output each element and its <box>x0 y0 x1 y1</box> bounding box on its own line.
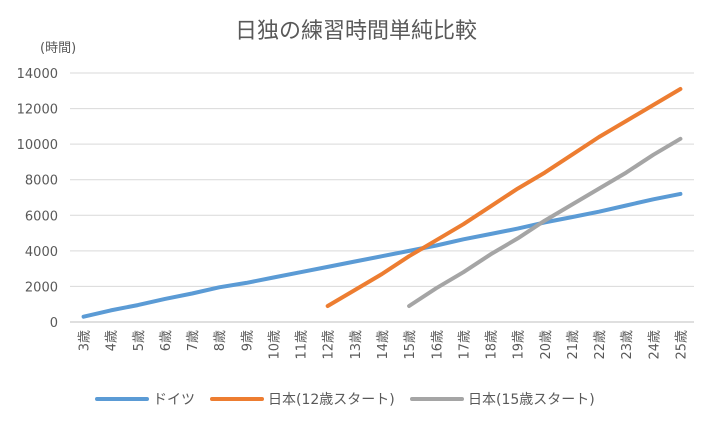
x-tick-label: 22歳 <box>593 330 608 360</box>
chart-title: 日独の練習時間単純比較 <box>235 19 477 44</box>
y-tick-label: 4000 <box>25 245 58 260</box>
x-tick-label: 13歳 <box>349 330 364 360</box>
x-tick-label: 11歳 <box>295 330 310 360</box>
x-tick-label: 19歳 <box>512 330 527 360</box>
x-tick-label: 5歳 <box>132 330 147 351</box>
y-tick-label: 14000 <box>17 67 58 82</box>
x-axis-ticks: 3歳 4歳 5歳 6歳 7歳 8歳 9歳 10歳 11歳 12歳 13歳 14歳 15歳 16歳 17歳 18… <box>78 330 690 360</box>
x-tick-label: 23歳 <box>620 330 635 360</box>
y-tick-label: 0 <box>50 316 58 331</box>
x-tick-label: 24歳 <box>647 330 662 360</box>
series-lines <box>81 87 683 319</box>
y-tick-label: 2000 <box>25 280 58 295</box>
series-line-2 <box>407 136 683 308</box>
x-tick-label: 3歳 <box>78 330 93 351</box>
legend-label-1: 日本(12歳スタート) <box>268 392 395 408</box>
y-tick-label: 8000 <box>25 174 58 189</box>
legend-label-2: 日本(15歳スタート) <box>468 392 595 408</box>
legend: ドイツ 日本(12歳スタート) 日本(15歳スタート) <box>95 392 595 408</box>
x-tick-label: 25歳 <box>674 330 689 360</box>
y-tick-label: 6000 <box>25 209 58 224</box>
y-axis-ticks: 0 2000 4000 6000 8000 10000 12000 14000 <box>17 67 58 331</box>
y-axis-unit-label: (時間) <box>40 41 76 56</box>
series-line-0 <box>81 191 683 319</box>
y-tick-label: 10000 <box>17 138 58 153</box>
x-tick-label: 14歳 <box>376 330 391 360</box>
x-tick-label: 18歳 <box>485 330 500 360</box>
x-tick-label: 6歳 <box>159 330 174 351</box>
x-tick-label: 16歳 <box>430 330 445 360</box>
legend-label-0: ドイツ <box>153 392 195 408</box>
y-tick-label: 12000 <box>17 103 58 118</box>
x-tick-label: 4歳 <box>105 330 120 351</box>
x-tick-label: 12歳 <box>322 330 337 360</box>
x-tick-label: 17歳 <box>457 330 472 360</box>
x-tick-label: 8歳 <box>213 330 228 351</box>
gridlines <box>70 72 694 323</box>
series-line-1 <box>325 87 683 308</box>
x-tick-label: 9歳 <box>240 330 255 351</box>
x-tick-label: 10歳 <box>267 330 282 360</box>
x-tick-label: 20歳 <box>539 330 554 360</box>
x-tick-label: 7歳 <box>186 330 201 351</box>
x-tick-label: 21歳 <box>566 330 581 360</box>
x-tick-label: 15歳 <box>403 330 418 360</box>
